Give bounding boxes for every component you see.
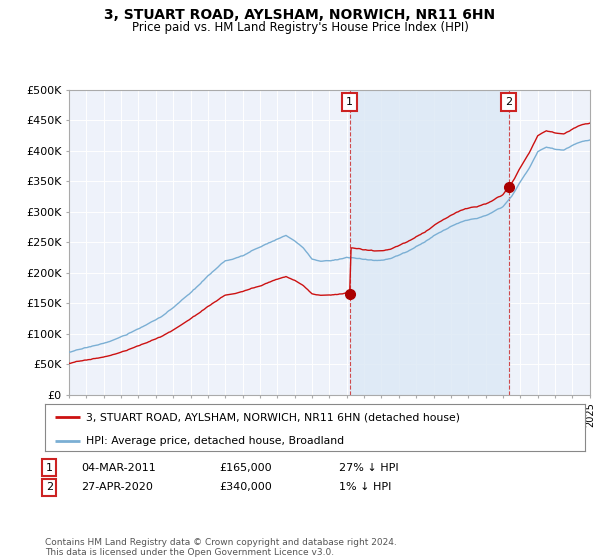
Bar [350,90,509,395]
Text: 1% ↓ HPI: 1% ↓ HPI [339,482,391,492]
Text: 1: 1 [346,97,353,107]
Text: 3, STUART ROAD, AYLSHAM, NORWICH, NR11 6HN: 3, STUART ROAD, AYLSHAM, NORWICH, NR11 6… [104,8,496,22]
Text: 04-MAR-2011: 04-MAR-2011 [81,463,156,473]
Text: 3, STUART ROAD, AYLSHAM, NORWICH, NR11 6HN (detached house): 3, STUART ROAD, AYLSHAM, NORWICH, NR11 6… [86,412,460,422]
Text: £165,000: £165,000 [219,463,272,473]
Text: HPI: Average price, detached house, Broadland: HPI: Average price, detached house, Broa… [86,436,344,446]
Text: Price paid vs. HM Land Registry's House Price Index (HPI): Price paid vs. HM Land Registry's House … [131,21,469,34]
Text: 1: 1 [46,463,53,473]
Text: 27-APR-2020: 27-APR-2020 [81,482,153,492]
Text: 27% ↓ HPI: 27% ↓ HPI [339,463,398,473]
Text: 2: 2 [505,97,512,107]
Text: Contains HM Land Registry data © Crown copyright and database right 2024.
This d: Contains HM Land Registry data © Crown c… [45,538,397,557]
Text: £340,000: £340,000 [219,482,272,492]
Text: 2: 2 [46,482,53,492]
